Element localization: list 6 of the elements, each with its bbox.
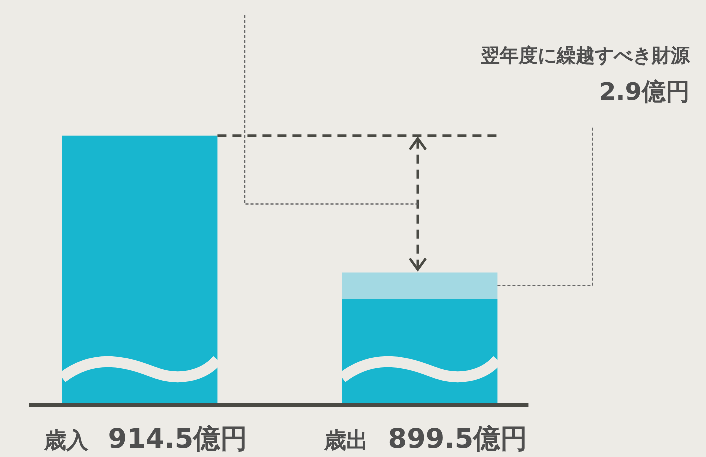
x-tick-label: 歳出 — [323, 429, 368, 454]
text: 翌年度に繰越すべき財源 — [480, 45, 691, 67]
total-label: 899.5億円 — [388, 424, 528, 455]
total-label: 914.5億円 — [108, 424, 248, 455]
data-label: 2.9億円 — [599, 78, 690, 106]
x-tick-label: 歳入 — [43, 429, 90, 454]
